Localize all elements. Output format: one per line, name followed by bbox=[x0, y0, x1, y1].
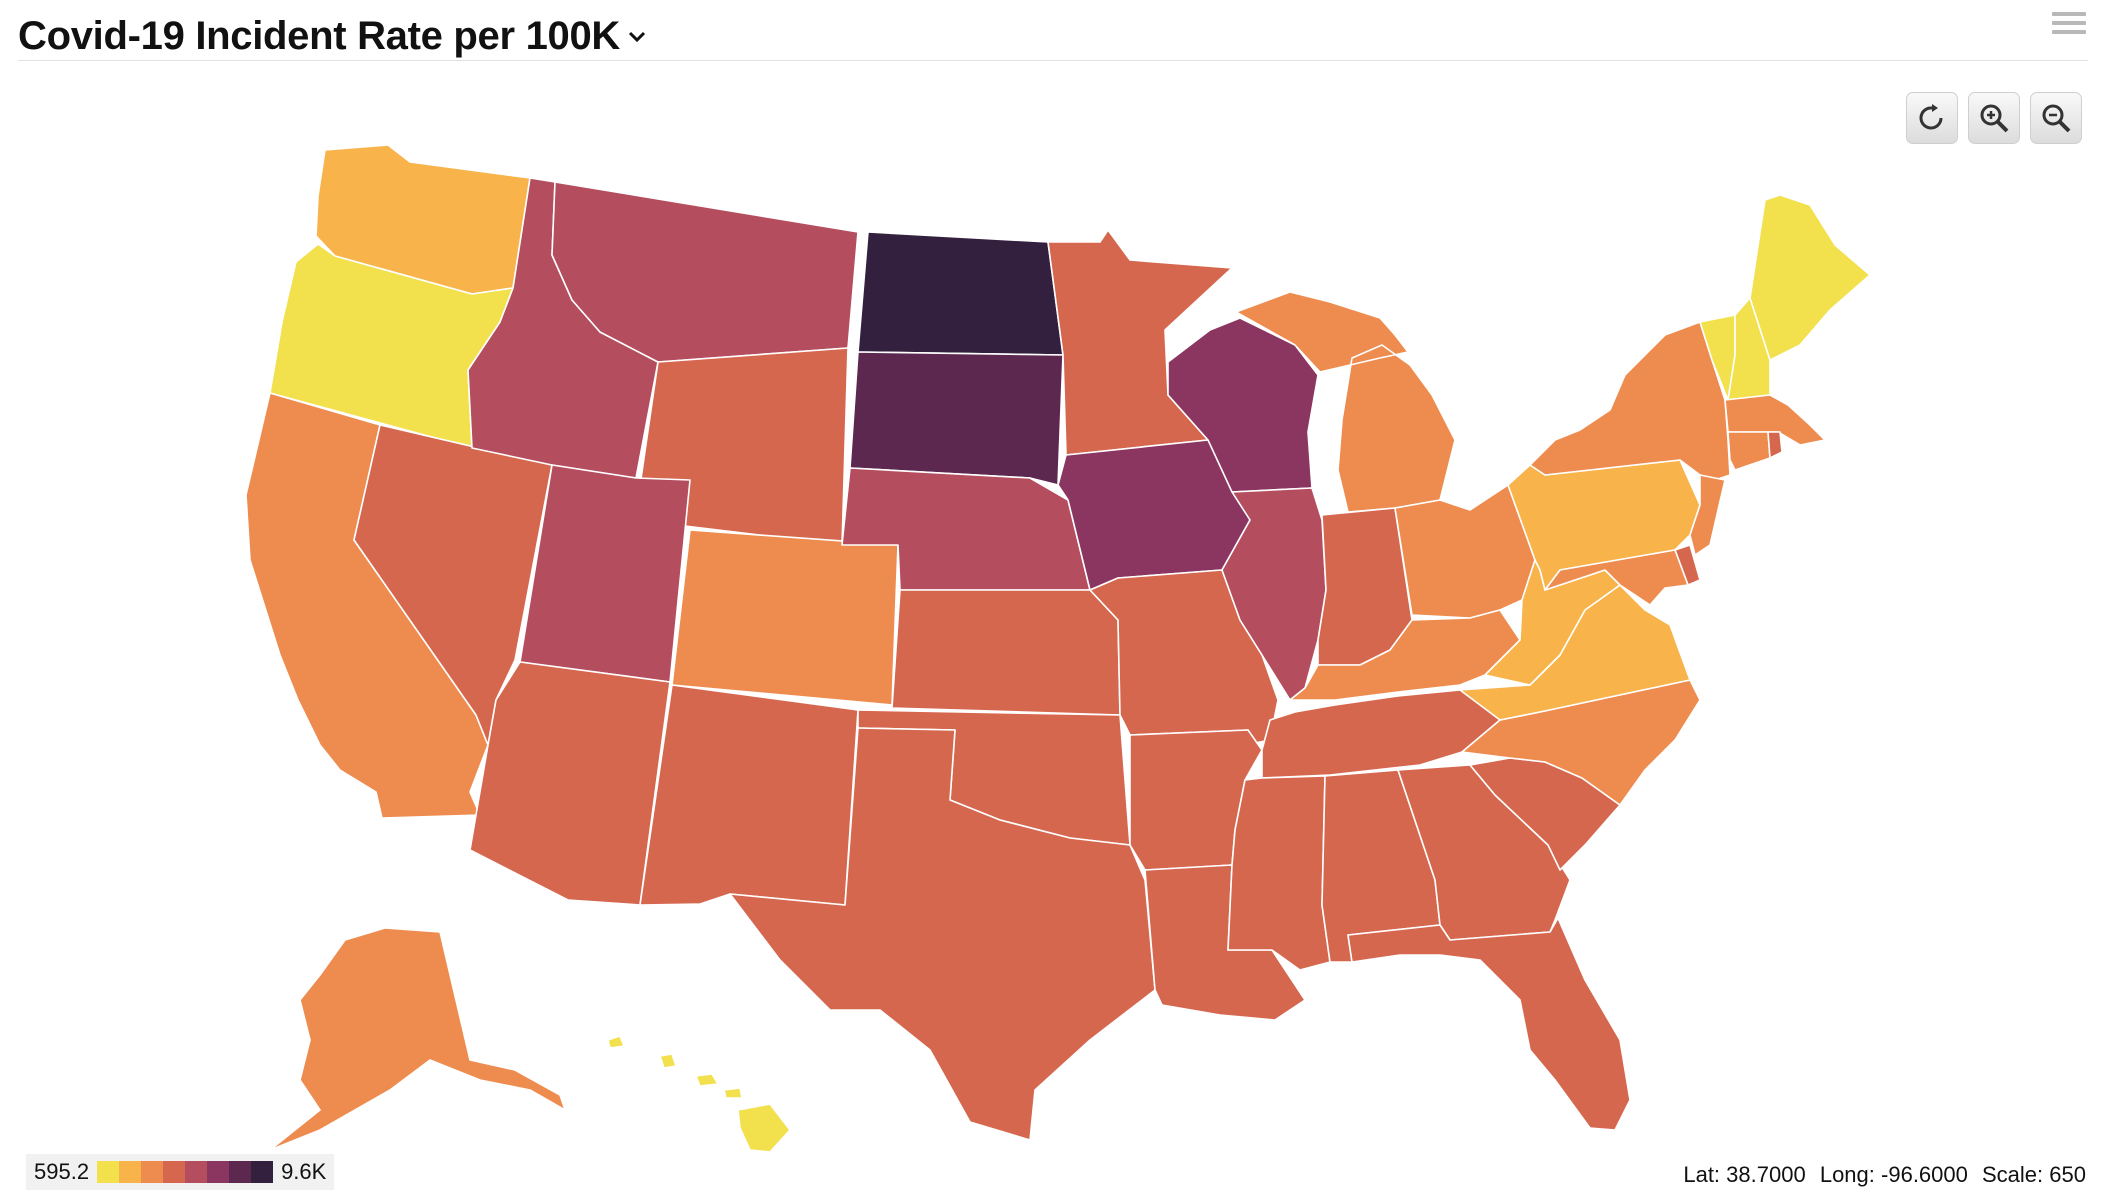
state-arizona[interactable] bbox=[469, 661, 671, 906]
zoom-in-button[interactable] bbox=[1968, 92, 2020, 144]
state-wisconsin[interactable] bbox=[1167, 317, 1319, 493]
state-colorado[interactable] bbox=[671, 529, 899, 706]
color-legend: 595.2 9.6K bbox=[26, 1154, 335, 1190]
legend-swatch-1 bbox=[119, 1161, 142, 1183]
state-montana[interactable] bbox=[551, 181, 859, 363]
reset-view-button[interactable] bbox=[1906, 92, 1958, 144]
state-mississippi[interactable] bbox=[1227, 775, 1331, 971]
state-florida[interactable] bbox=[1347, 917, 1631, 1131]
state-kansas[interactable] bbox=[891, 589, 1121, 716]
state-rhode-island[interactable] bbox=[1767, 431, 1783, 459]
legend-swatch-7 bbox=[251, 1161, 274, 1183]
state-kentucky[interactable] bbox=[1289, 609, 1521, 701]
state-minnesota[interactable] bbox=[1047, 229, 1233, 456]
state-utah[interactable] bbox=[519, 464, 691, 683]
chart-header: Covid-19 Incident Rate per 100K bbox=[18, 0, 2088, 61]
state-texas[interactable] bbox=[729, 727, 1156, 1141]
state-connecticut[interactable] bbox=[1727, 431, 1771, 471]
map-controls bbox=[1906, 92, 2082, 144]
state-maine[interactable] bbox=[1749, 194, 1871, 361]
lat-label: Lat: bbox=[1683, 1162, 1721, 1187]
state-hawaii[interactable] bbox=[607, 1035, 791, 1153]
legend-swatch-0 bbox=[97, 1161, 120, 1183]
scale-value: 650 bbox=[2049, 1162, 2086, 1187]
chart-title: Covid-19 Incident Rate per 100K bbox=[18, 14, 620, 58]
legend-min-label: 595.2 bbox=[34, 1159, 90, 1184]
zoom-in-icon bbox=[1980, 104, 2009, 133]
state-alaska[interactable] bbox=[269, 927, 566, 1151]
legend-max-label: 9.6K bbox=[281, 1159, 327, 1184]
chevron-down-icon[interactable] bbox=[628, 31, 646, 43]
scale-label: Scale: bbox=[1982, 1162, 2044, 1187]
state-new-mexico[interactable] bbox=[639, 684, 859, 906]
legend-swatch-3 bbox=[163, 1161, 186, 1183]
zoom-out-icon bbox=[2042, 104, 2071, 133]
state-maryland[interactable] bbox=[1544, 549, 1689, 606]
state-new-york[interactable] bbox=[1529, 321, 1731, 481]
reset-view-icon bbox=[1919, 104, 1943, 130]
hamburger-menu-icon[interactable] bbox=[2052, 12, 2086, 42]
legend-swatch-2 bbox=[141, 1161, 164, 1183]
legend-swatch-6 bbox=[229, 1161, 252, 1183]
legend-color-scale bbox=[97, 1161, 274, 1183]
long-label: Long: bbox=[1819, 1162, 1875, 1187]
long-value: -96.6000 bbox=[1881, 1162, 1968, 1187]
legend-swatch-4 bbox=[185, 1161, 208, 1183]
state-north-dakota[interactable] bbox=[857, 231, 1064, 356]
chart-title-dropdown[interactable]: Covid-19 Incident Rate per 100K bbox=[18, 14, 646, 59]
lat-value: 38.7000 bbox=[1726, 1162, 1806, 1187]
legend-swatch-5 bbox=[207, 1161, 230, 1183]
state-ohio[interactable] bbox=[1394, 484, 1536, 619]
state-new-jersey[interactable] bbox=[1689, 474, 1726, 556]
zoom-out-button[interactable] bbox=[2030, 92, 2082, 144]
map-position-readout: Lat: 38.7000 Long: -96.6000 Scale: 650 bbox=[1683, 1162, 2086, 1188]
state-south-dakota[interactable] bbox=[849, 351, 1064, 486]
